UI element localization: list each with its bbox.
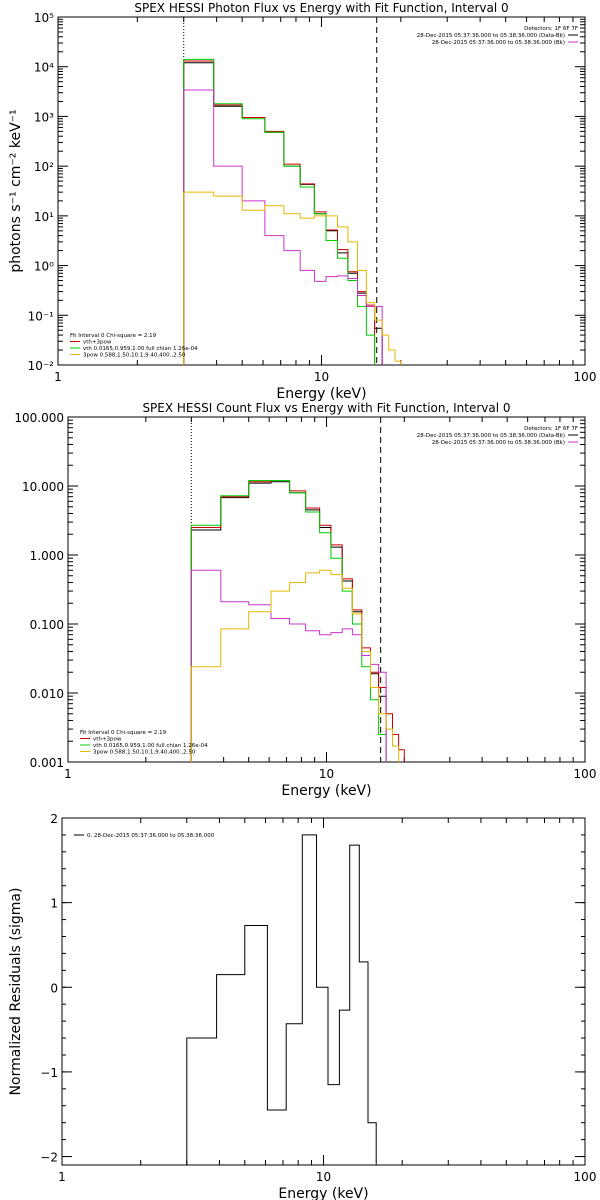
legend-entry-label: vth+3pow (93, 737, 122, 743)
legend-entry-label: 28-Dec-2015 05:37:36.000 to 05:38:36.000… (432, 40, 565, 46)
series-step-line (190, 480, 405, 762)
series-step-line (183, 89, 383, 365)
legend-entry-label: 28-Dec-2015 05:37:36.000 to 05:38:36.000… (417, 33, 565, 39)
y-tick-label: 2 (50, 812, 58, 826)
series-group (183, 58, 402, 365)
series-group (190, 480, 405, 762)
chart-2: SPEX HESSI Count Flux vs Energy with Fit… (14, 401, 596, 799)
legend-left: 0. 28-Dec-2015 05:37:36.000 to 05:38:36.… (74, 833, 215, 839)
y-tick-label: 10³ (34, 110, 54, 124)
x-tick-label: 1 (58, 1170, 66, 1184)
legend-entry-label: 3pow 0.588,1.50,10.1,9.40,400.,2.50 (93, 750, 196, 756)
y-tick-label: 0.100 (30, 618, 64, 632)
y-tick-label: 10² (34, 160, 54, 174)
y-tick-label: 10⁻¹ (28, 309, 55, 323)
y-tick-label: 10⁻² (28, 359, 55, 373)
legend-entry-label: vth 0.0165,0.959,1.00 full chian 1.26e-0… (93, 743, 208, 749)
y-tick-label: 10⁵ (34, 11, 54, 25)
legend-left: Fit Interval 0 Chi-square = 2.19vth+3pow… (70, 333, 198, 359)
legend-left: Fit Interval 0 Chi-square = 2.19vth+3pow… (80, 730, 208, 756)
y-axis-label: Normalized Residuals (sigma) (8, 888, 24, 1096)
y-tick-label: 1.000 (30, 549, 64, 563)
y-tick-label: 1 (50, 897, 58, 911)
x-tick-label: 1 (64, 767, 72, 781)
plot-frame (61, 817, 586, 1166)
y-tick-label: 10⁴ (34, 61, 54, 75)
series-step-line (183, 191, 402, 365)
chart-1: SPEX HESSI Photon Flux vs Energy with Fi… (8, 1, 596, 402)
legend-detectors-title: Detectors: 1F 6F 7F (524, 426, 578, 432)
y-tick-label: 0 (50, 981, 58, 995)
x-tick-label: 10 (316, 1170, 331, 1184)
chart-title: SPEX HESSI Photon Flux vs Energy with Fi… (134, 1, 508, 15)
legend-entry-label: vth+3pow (83, 340, 112, 346)
legend-entry-label: vth 0.0165,0.959,1.00 full chian 1.26e-0… (83, 346, 198, 352)
chart-title: SPEX HESSI Count Flux vs Energy with Fit… (142, 401, 510, 415)
x-tick-label: 10 (319, 767, 334, 781)
y-tick-label: 100.000 (14, 411, 64, 425)
series-step-line (186, 834, 377, 1165)
y-axis-label: photons s⁻¹ cm⁻² keV⁻¹ (8, 109, 24, 272)
x-tick-label: 10 (314, 370, 329, 384)
y-tick-label: 0.001 (30, 756, 64, 770)
y-tick-label: 10.000 (22, 480, 64, 494)
x-axis-label: Energy (keV) (278, 1186, 368, 1200)
legend-entry-label: 28-Dec-2015 05:37:36.000 to 05:38:36.000… (432, 440, 565, 446)
x-tick-label: 100 (574, 1170, 597, 1184)
series-step-line (190, 569, 387, 762)
x-tick-label: 100 (574, 767, 597, 781)
y-tick-label: −1 (40, 1066, 58, 1080)
x-axis-label: Energy (keV) (276, 386, 366, 402)
y-tick-label: 10⁰ (34, 260, 54, 274)
legend-fit-title: Fit Interval 0 Chi-square = 2.19 (70, 333, 157, 339)
plot-frame (57, 16, 586, 366)
series-step-line (183, 58, 376, 365)
legend-entry-label: 3pow 0.588,1.50,10.1,9.40,400.,2.50 (83, 353, 186, 359)
series-step-line (190, 480, 387, 762)
x-tick-label: 100 (574, 370, 597, 384)
legend-entry-label: 28-Dec-2015 05:37:36.000 to 05:38:36.000… (417, 433, 565, 439)
legend-entry-label: 0. 28-Dec-2015 05:37:36.000 to 05:38:36.… (87, 833, 215, 839)
legend-detectors-title: Detectors: 1F 6F 7F (524, 26, 578, 32)
y-tick-label: 10¹ (34, 210, 54, 224)
series-step-line (183, 60, 376, 365)
y-tick-label: −2 (40, 1151, 58, 1165)
series-step-line (190, 569, 400, 762)
x-axis-label: Energy (keV) (281, 783, 371, 799)
series-group (186, 834, 377, 1165)
y-tick-label: 0.010 (30, 687, 64, 701)
plot-frame (67, 416, 586, 763)
legend-fit-title: Fit Interval 0 Chi-square = 2.19 (80, 730, 167, 736)
x-tick-label: 1 (54, 370, 62, 384)
